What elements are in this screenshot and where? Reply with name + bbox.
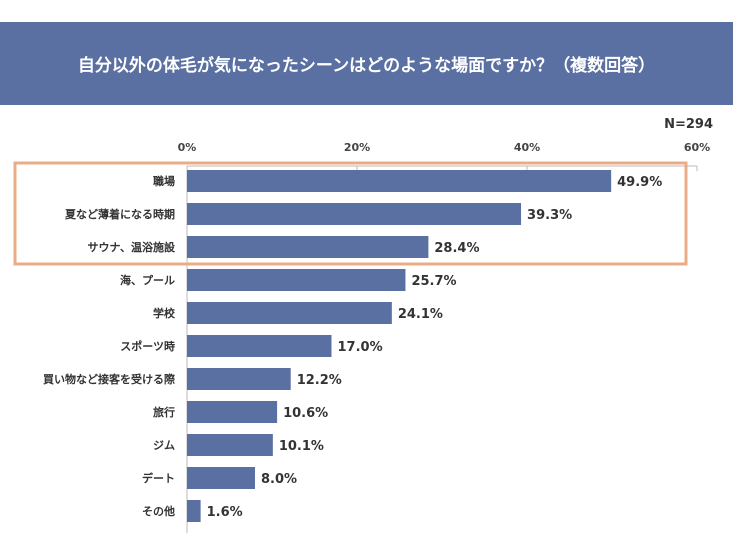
category-label: 旅行 bbox=[153, 405, 175, 419]
bar bbox=[187, 170, 612, 192]
bar bbox=[187, 335, 332, 357]
bar bbox=[187, 368, 291, 390]
bar bbox=[187, 302, 392, 324]
bar bbox=[187, 236, 429, 258]
x-tick-label: 60% bbox=[684, 141, 710, 154]
bar bbox=[187, 401, 278, 423]
x-tick-label: 20% bbox=[344, 141, 370, 154]
bar bbox=[187, 500, 201, 522]
chart-title: 自分以外の体毛が気になったシーンはどのような場面ですか？（複数回答） bbox=[77, 56, 656, 76]
category-label: 職場 bbox=[153, 174, 175, 188]
category-label: 夏など薄着になる時期 bbox=[65, 207, 175, 221]
sample-size: N=294 bbox=[664, 117, 713, 132]
data-label: 24.1% bbox=[398, 307, 443, 322]
data-label: 39.3% bbox=[527, 208, 572, 223]
category-label: サウナ、温浴施設 bbox=[88, 240, 176, 254]
bar bbox=[187, 434, 273, 456]
category-label: その他 bbox=[142, 504, 175, 518]
data-label: 25.7% bbox=[411, 274, 456, 289]
data-label: 10.1% bbox=[279, 439, 324, 454]
data-label: 10.6% bbox=[283, 406, 328, 421]
category-label: 海、プール bbox=[120, 273, 175, 287]
data-label: 12.2% bbox=[297, 373, 342, 388]
category-label: 学校 bbox=[153, 306, 176, 320]
x-tick-label: 0% bbox=[178, 141, 197, 154]
category-label: ジム bbox=[153, 439, 175, 452]
bar bbox=[187, 203, 522, 225]
data-label: 49.9% bbox=[617, 175, 662, 190]
data-label: 8.0% bbox=[261, 472, 297, 487]
data-label: 17.0% bbox=[338, 340, 383, 355]
data-label: 28.4% bbox=[434, 241, 479, 256]
category-label: スポーツ時 bbox=[120, 339, 175, 353]
highlight-box bbox=[13, 161, 688, 266]
bar bbox=[187, 269, 406, 291]
category-label: 買い物など接客を受ける際 bbox=[43, 372, 176, 386]
bar bbox=[187, 467, 255, 489]
chart-title-banner: 自分以外の体毛が気になったシーンはどのような場面ですか？（複数回答） bbox=[0, 22, 733, 105]
data-label: 1.6% bbox=[207, 505, 243, 520]
x-tick-label: 40% bbox=[514, 141, 540, 154]
category-label: デート bbox=[142, 471, 175, 485]
